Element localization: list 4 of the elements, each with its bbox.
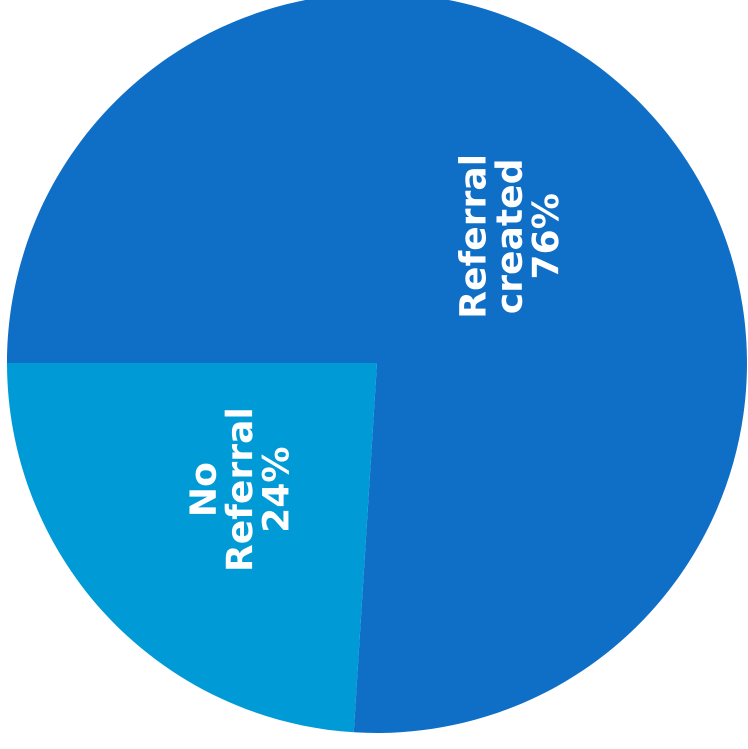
data-label: 24% [262,448,289,530]
data-label: 76% [531,194,559,278]
slice-label: Referral created [458,156,522,316]
slice-label: No Referral [189,410,253,569]
